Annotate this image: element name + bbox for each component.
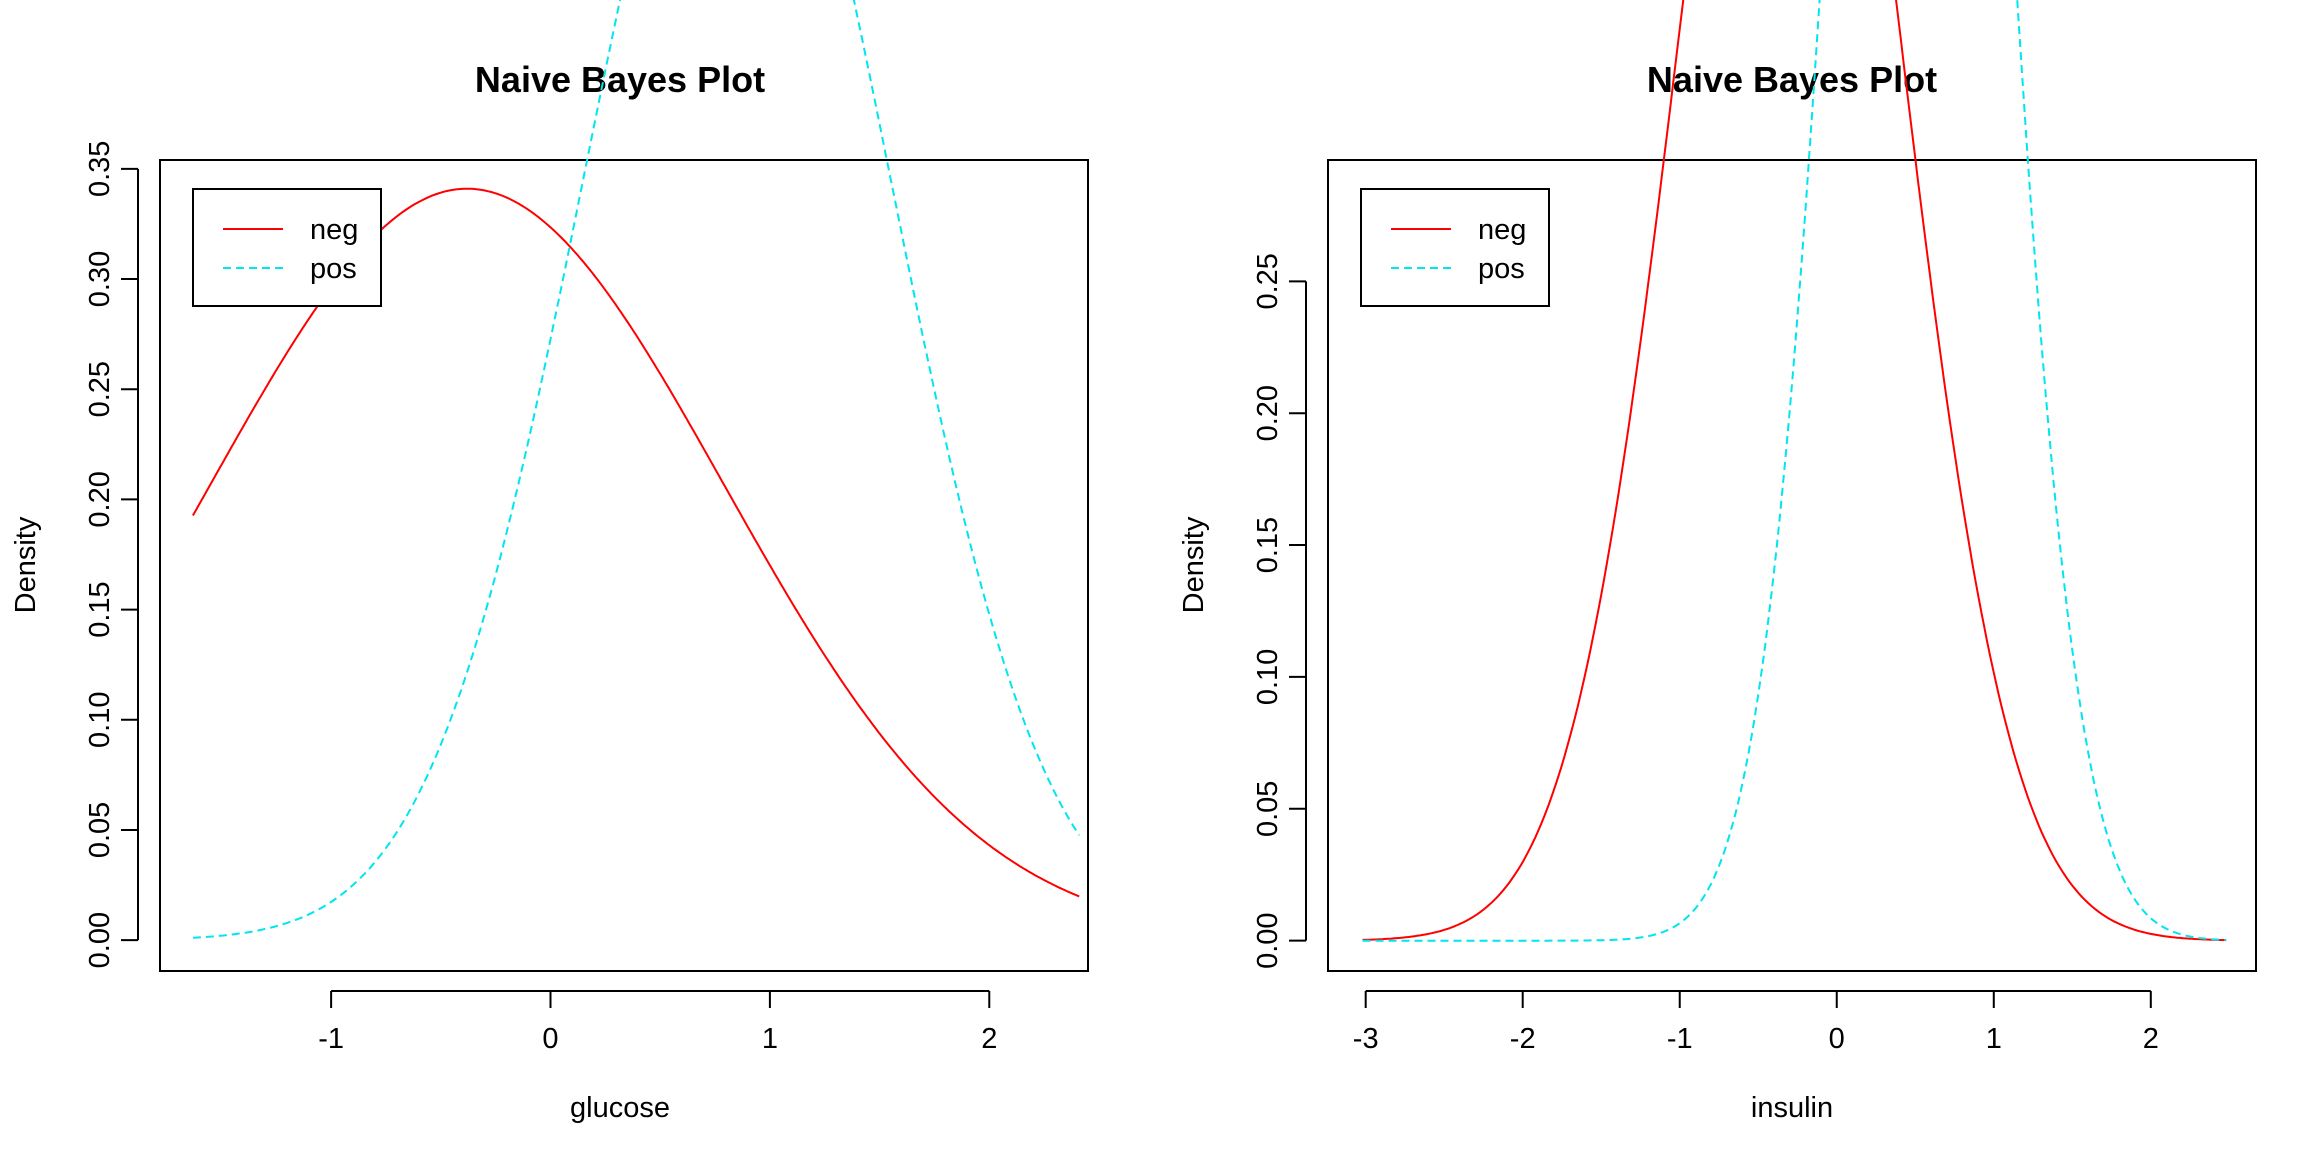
density-curves bbox=[1362, 0, 2227, 942]
y-tick-label: 0.05 bbox=[84, 802, 116, 858]
y-tick-label: 0.30 bbox=[84, 251, 116, 307]
y-axis: 0.00 0.05 0.10 0.15 0.20 0.25 0.30 0.35 bbox=[84, 141, 139, 968]
y-tick-label: 0.25 bbox=[1252, 253, 1284, 309]
legend-label-pos: pos bbox=[310, 253, 357, 285]
y-tick-label: 0.15 bbox=[84, 581, 116, 637]
y-tick-label: 0.05 bbox=[1252, 781, 1284, 837]
x-tick-label: 1 bbox=[1986, 1023, 2002, 1055]
x-tick-label: 1 bbox=[762, 1023, 778, 1055]
density-curves bbox=[192, 0, 1081, 939]
chart-title: Naive Bayes Plot bbox=[1647, 59, 1937, 100]
legend-label-pos: pos bbox=[1478, 253, 1525, 285]
legend: neg pos bbox=[1360, 188, 1550, 307]
series-line-neg bbox=[1362, 0, 2227, 942]
x-axis: -3 -2 -1 0 1 2 bbox=[1353, 990, 2159, 1055]
y-tick-label: 0.10 bbox=[84, 692, 116, 748]
chart-panel-insulin: Naive Bayes Plot -3 -2 -1 0 1 2 0.000.050.100… bbox=[1178, 0, 2257, 1124]
y-tick-label: 0.25 bbox=[84, 361, 116, 417]
y-tick-label: 0.35 bbox=[84, 141, 116, 197]
x-axis-label: glucose bbox=[570, 1092, 670, 1124]
x-tick-label: -2 bbox=[1510, 1023, 1536, 1055]
y-tick-label: 0.00 bbox=[1252, 912, 1284, 968]
x-tick-label: -1 bbox=[318, 1023, 344, 1055]
x-axis-label: insulin bbox=[1751, 1092, 1833, 1124]
y-tick-label: 0.20 bbox=[84, 471, 116, 527]
chart-title: Naive Bayes Plot bbox=[475, 59, 765, 100]
x-tick-label: -1 bbox=[1667, 1023, 1693, 1055]
y-axis: 0.00 0.05 0.10 0.15 0.20 0.25 bbox=[1252, 253, 1307, 969]
x-tick-label: 2 bbox=[2143, 1023, 2159, 1055]
y-tick-label: 0.10 bbox=[1252, 649, 1284, 705]
legend-box bbox=[1360, 188, 1550, 307]
x-tick-label: 0 bbox=[542, 1023, 558, 1055]
legend-label-neg: neg bbox=[1478, 214, 1526, 246]
plot-frame bbox=[159, 159, 1089, 972]
y-axis-label: Density bbox=[10, 516, 42, 613]
plot-frame bbox=[1327, 159, 2257, 972]
series-line-pos bbox=[1362, 0, 2227, 942]
legend: neg pos bbox=[192, 188, 382, 307]
legend-label-neg: neg bbox=[310, 214, 358, 246]
series-line-pos bbox=[192, 0, 1081, 939]
x-axis: -1 0 1 2 bbox=[318, 990, 997, 1055]
x-tick-label: 2 bbox=[981, 1023, 997, 1055]
y-tick-label: 0.00 bbox=[84, 912, 116, 968]
x-tick-label: 0 bbox=[1829, 1023, 1845, 1055]
y-tick-label: 0.20 bbox=[1252, 385, 1284, 441]
chart-panel-glucose: Naive Bayes Plot -1 0 1 2 0.000.050.100.150… bbox=[10, 0, 1089, 1124]
legend-box bbox=[192, 188, 382, 307]
y-tick-label: 0.15 bbox=[1252, 517, 1284, 573]
x-tick-label: -3 bbox=[1353, 1023, 1379, 1055]
y-axis-label: Density bbox=[1178, 516, 1210, 613]
